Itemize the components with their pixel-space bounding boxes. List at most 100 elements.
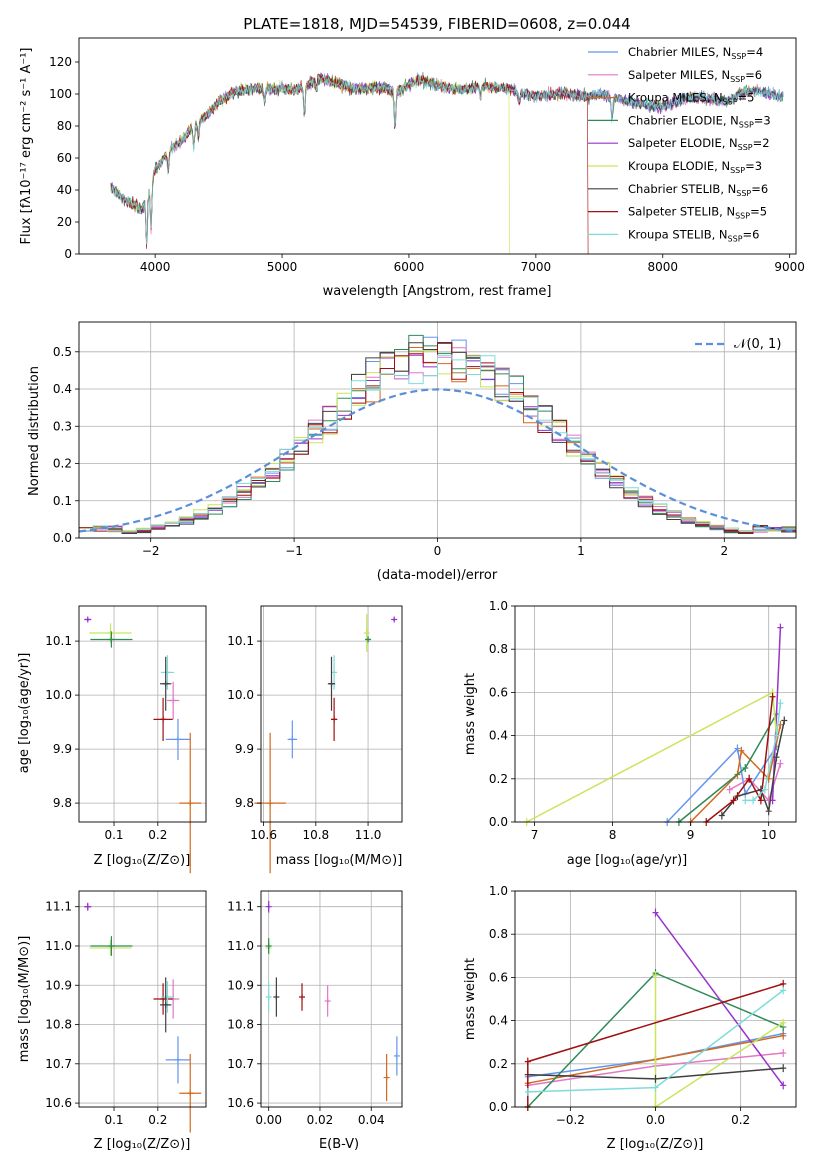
weight_vs_age-marker-chabrier_stelib (718, 811, 725, 820)
weight_vs_z-xtick-label: 0.0 (646, 1113, 665, 1127)
age_vs_z-xtick-label: 0.1 (104, 828, 123, 842)
residual_hist-ytick-label: 0.3 (53, 419, 72, 433)
weight_vs_age-ytick-label: 1.0 (489, 599, 508, 613)
hist-ylabel: Normed distribution (27, 366, 42, 496)
weight-age-xlabel: age [log₁₀(age/yr)] (567, 853, 688, 868)
age_vs_z-frame (78, 605, 207, 823)
mass_vs_ebv-ytick-label: 10.7 (227, 1057, 254, 1071)
weight_vs_z-marker-salpeter_stelib (524, 1057, 531, 1066)
age_vs_z-point-salpeter_miles (170, 697, 177, 704)
spectrum-ytick-label: 80 (57, 119, 72, 133)
weight_vs_age-marker-salpeter_stelib (746, 774, 753, 783)
age_vs_mass-point-chabrier_miles (289, 736, 296, 743)
mass_vs_ebv-xtick-label: 0.02 (307, 1113, 334, 1127)
mass_vs_z-ytick-label: 11.0 (45, 939, 72, 953)
age_vs_mass-ytick-label: 9.9 (235, 742, 254, 756)
spectrum-line-kroupa_elodie (110, 75, 511, 254)
age_vs_mass-point-kroupa_elodie (363, 630, 370, 636)
weight_vs_age-ytick-label: 0.0 (489, 815, 508, 829)
weight_vs_z-marker-kroupa_stelib (652, 1083, 659, 1092)
mass_vs_z-xtick-label: 0.1 (104, 1113, 123, 1127)
weight-age-ylabel: mass weight (463, 673, 478, 755)
weight_vs_age-marker-kroupa_stelib (773, 731, 780, 740)
weight_vs_age-marker-salpeter_elodie (777, 623, 784, 632)
spectrum-xtick-label: 6000 (394, 260, 425, 274)
mass_vs_z-frame (78, 890, 207, 1108)
mass_vs_z-ytick-label: 10.9 (45, 978, 72, 992)
weight_vs_age-marker-chabrier_stelib (765, 807, 772, 816)
weight_vs_z-ytick-label: 0.0 (489, 1100, 508, 1114)
legend-label-chabrier_elodie: Chabrier ELODIE, NSSP=3 (628, 113, 771, 129)
weight_vs_age-xtick-label: 10 (761, 828, 776, 842)
weight_vs_age-xtick-label: 8 (609, 828, 617, 842)
age_vs_z-ytick-label: 10.1 (45, 634, 72, 648)
legend-label-kroupa_stelib: Kroupa STELIB, NSSP=6 (628, 227, 759, 243)
age_vs_z-point-salpeter_elodie (84, 616, 91, 623)
weight_vs_z-marker-chabrier_stelib (652, 1074, 659, 1083)
residual_hist-xtick-label: 1 (577, 544, 585, 558)
mass_vs_ebv-point-salpeter_elodie (265, 903, 272, 910)
mass_vs_ebv-ytick-label: 11.1 (227, 900, 254, 914)
weight_vs_age-marker-salpeter_miles (777, 759, 784, 768)
legend-label-chabrier_stelib: Chabrier STELIB, NSSP=6 (628, 182, 768, 198)
mass_vs_z-point-kroupa_miles (187, 1090, 194, 1097)
data-layer (78, 71, 797, 1133)
normal-curve (78, 388, 797, 533)
age_vs_mass-point-kroupa_miles (267, 800, 274, 807)
mass-z-ylabel: mass [log₁₀(M/M⊙)] (17, 936, 32, 1063)
legend-label-salpeter_stelib: Salpeter STELIB, NSSP=5 (628, 205, 767, 221)
age_vs_mass-ytick-label: 9.8 (235, 796, 254, 810)
age_vs_mass-xtick-label: 10.8 (302, 828, 329, 842)
spectrum-ytick-label: 20 (57, 215, 72, 229)
mass_vs_ebv-point-chabrier_miles (393, 1052, 400, 1059)
mass_vs_ebv-frame (260, 890, 403, 1108)
weight_vs_z-marker-kroupa_elodie (652, 971, 659, 980)
age_vs_z-point-chabrier_stelib (162, 680, 169, 687)
mass_vs_z-point-chabrier_stelib (162, 1001, 169, 1008)
spectrum-ylabel: Flux [fλ10⁻¹⁷ erg cm⁻² s⁻¹ A⁻¹] (19, 48, 34, 245)
weight_vs_age-marker-chabrier_stelib (781, 716, 788, 725)
weight_vs_z-marker-chabrier_stelib (780, 1064, 787, 1073)
weight_vs_age-frame (514, 605, 797, 823)
mass_vs_z-xtick-label: 0.2 (148, 1113, 167, 1127)
mass_vs_z-point-chabrier_elodie (108, 942, 115, 949)
spectrum-legend: Chabrier MILES, NSSP=4 Salpeter MILES, NS… (588, 45, 771, 346)
mass_vs_ebv-xtick-label: 0.00 (255, 1113, 282, 1127)
weight_vs_z-ytick-label: 1.0 (489, 884, 508, 898)
age-mass-xlabel: mass [log₁₀(M/M⊙)] (276, 853, 403, 868)
weight_vs_age-marker-chabrier_elodie (742, 764, 749, 772)
weight_vs_z-marker-salpeter_miles (780, 1049, 787, 1057)
hist-legend-label: 𝒩(0, 1) (734, 337, 781, 352)
residual_hist-ytick-label: 0.1 (53, 494, 72, 508)
weight_vs_age-marker-kroupa_miles (738, 746, 745, 755)
weight_vs_age-marker-salpeter_stelib (730, 796, 737, 805)
age-z-ylabel: age [log₁₀(age/yr)] (17, 653, 32, 774)
weight_vs_age-ytick-label: 0.8 (489, 642, 508, 656)
spectrum-xlabel: wavelength [Angstrom, rest frame] (323, 284, 552, 299)
age_vs_z-ytick-label: 10.0 (45, 688, 72, 702)
weight_vs_z-marker-kroupa_stelib (524, 1087, 531, 1096)
age_vs_mass-point-salpeter_stelib (331, 716, 338, 723)
weight_vs_z-ytick-label: 0.2 (489, 1057, 508, 1071)
spectrum-frame (78, 37, 797, 255)
spectrum-line-kroupa_stelib (110, 74, 784, 245)
weight_vs_age-marker-kroupa_stelib (761, 785, 768, 794)
grid-layer (79, 322, 796, 1108)
weight_vs_age-marker-kroupa_stelib (777, 699, 784, 708)
age_vs_z-point-chabrier_miles (174, 736, 181, 743)
weight_vs_z-frame (514, 890, 797, 1108)
age_vs_mass-point-kroupa_stelib (331, 669, 338, 676)
age_vs_mass-ytick-label: 10.1 (227, 634, 254, 648)
residual_hist-ytick-label: 0.5 (53, 345, 72, 359)
spectrum-line-salpeter_stelib (110, 73, 589, 254)
age_vs_mass-point-chabrier_elodie (365, 636, 372, 643)
weight_vs_age-ytick-label: 0.4 (489, 729, 508, 743)
age_vs_z-ytick-label: 9.8 (53, 796, 72, 810)
legend-label-kroupa_miles: Kroupa MILES, NSSP=5 (628, 91, 754, 107)
residual_hist-xtick-label: −2 (142, 544, 160, 558)
spectrum-xtick-label: 4000 (140, 260, 171, 274)
mass_vs_ebv-point-salpeter_stelib (299, 994, 306, 1001)
hist-step-kroupa_stelib (79, 354, 796, 538)
mass_vs_ebv-point-kroupa_miles (383, 1074, 390, 1081)
